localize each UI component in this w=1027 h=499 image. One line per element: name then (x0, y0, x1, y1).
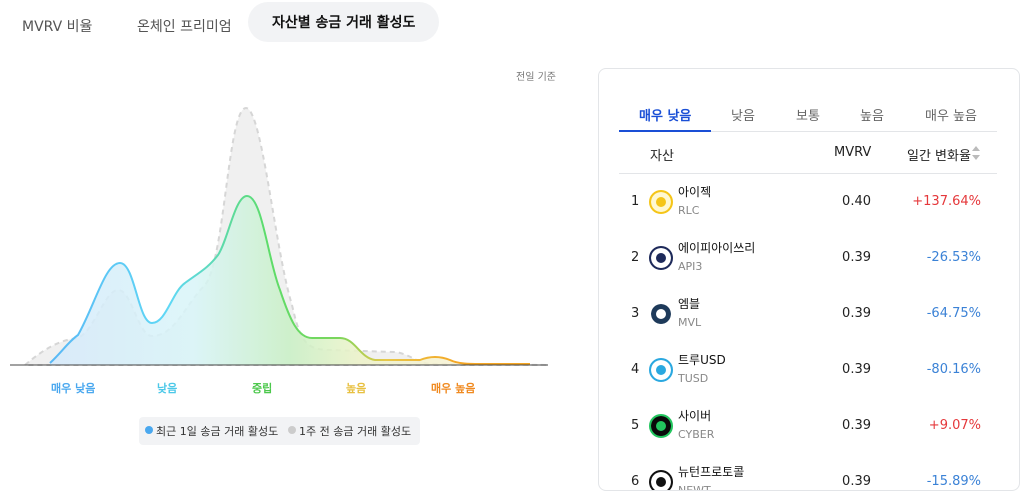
asset-name: 트루USD (678, 353, 726, 367)
mvrv: 0.39 (842, 474, 871, 489)
asset-name: 엠블 (678, 297, 701, 311)
rank: 1 (631, 194, 640, 209)
legend-label: 최근 1일 송금 거래 활성도 (156, 425, 279, 438)
asset-row[interactable]: 6 뉴턴프로토콜 NEWT 0.39 -15.89% (599, 454, 1019, 491)
legend (139, 417, 420, 445)
tab-divider (619, 131, 997, 132)
asset-icon (649, 246, 673, 270)
zone-label: 중립 (252, 382, 273, 395)
legend-swatch (288, 426, 296, 434)
mvrv: 0.40 (842, 194, 871, 209)
daily-change: +9.07% (928, 418, 981, 433)
asset-row[interactable]: 2 에이피아이쓰리 API3 0.39 -26.53% (599, 230, 1019, 286)
density-chart (10, 106, 549, 366)
tab[interactable]: MVRV 비율 (22, 19, 93, 35)
recent-fill (50, 196, 530, 365)
legend-swatch (145, 426, 153, 434)
asset-panel: 매우 낮음 낮음 보통 높음 매우 높음 자산 MVRV 일간 변화율 1 아이젝… (598, 68, 1020, 491)
note: 전일 기준 (516, 72, 556, 83)
rank: 3 (631, 306, 640, 321)
asset-symbol: TUSD (678, 372, 709, 385)
rank: 5 (631, 418, 640, 433)
tab-indicator (619, 130, 711, 132)
asset-icon (649, 302, 673, 326)
asset-row[interactable]: 4 트루USD TUSD 0.39 -80.16% (599, 342, 1019, 398)
rank: 2 (631, 250, 640, 265)
asset-row[interactable]: 5 사이버 CYBER 0.39 +9.07% (599, 398, 1019, 454)
asset-icon (649, 414, 673, 438)
asset-icon (649, 190, 673, 214)
recent-curve (49, 194, 530, 365)
mvrv: 0.39 (842, 362, 871, 377)
sort-icon[interactable] (971, 144, 981, 162)
asset-icon (649, 358, 673, 382)
mvrv: 0.39 (842, 306, 871, 321)
asset-symbol: CYBER (678, 428, 715, 441)
mvrv: 0.39 (842, 418, 871, 433)
mvrv: 0.39 (842, 250, 871, 265)
rank: 6 (631, 474, 640, 489)
asset-symbol: MVL (678, 316, 702, 329)
asset-name: 에이피아이쓰리 (678, 241, 756, 255)
column-header: 자산 (650, 149, 674, 164)
asset-symbol: RLC (678, 204, 700, 217)
tab-active[interactable]: 자산별 송금 거래 활성도 (248, 2, 440, 42)
asset-icon (649, 470, 673, 490)
header-divider (619, 173, 997, 174)
asset-name: 사이버 (678, 409, 712, 423)
daily-change: -15.89% (926, 474, 981, 489)
legend-label: 1주 전 송금 거래 활성도 (299, 425, 412, 438)
asset-row[interactable]: 1 아이젝 RLC 0.40 +137.64% (599, 174, 1019, 230)
asset-name: 뉴턴프로토콜 (678, 465, 745, 479)
daily-change: -80.16% (926, 362, 981, 377)
asset-row[interactable]: 3 엠블 MVL 0.39 -64.75% (599, 286, 1019, 342)
panel-tab[interactable]: 높음 (860, 109, 884, 124)
daily-change: -64.75% (926, 306, 981, 321)
zone-label: 낮음 (157, 382, 178, 395)
zone-label: 매우 낮음 (51, 382, 96, 395)
column-header: MVRV (834, 145, 872, 160)
asset-symbol: NEWT (678, 484, 711, 491)
panel-tab[interactable]: 낮음 (731, 109, 755, 124)
panel-tab[interactable]: 보통 (796, 109, 820, 124)
asset-symbol: API3 (678, 260, 703, 273)
daily-change: -26.53% (926, 250, 981, 265)
zone-label: 매우 높음 (431, 382, 476, 395)
rank: 4 (631, 362, 640, 377)
daily-change: +137.64% (912, 194, 981, 209)
column-header[interactable]: 일간 변화율 (907, 149, 971, 164)
panel-tab[interactable]: 매우 낮음 (639, 109, 692, 124)
asset-name: 아이젝 (678, 185, 712, 199)
panel-tab[interactable]: 매우 높음 (925, 109, 977, 124)
tab[interactable]: 온체인 프리미엄 (137, 19, 232, 35)
zone-label: 높음 (346, 382, 367, 395)
